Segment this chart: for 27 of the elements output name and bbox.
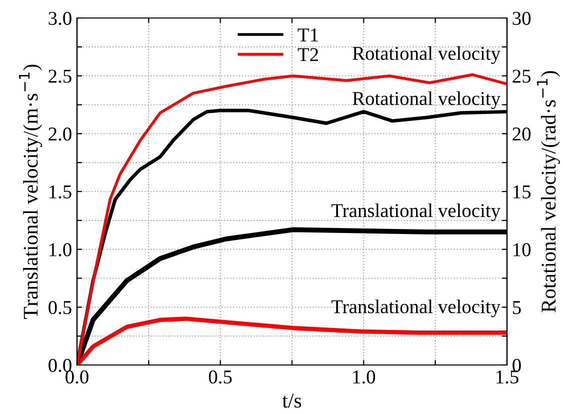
y-tick-label: 1.0 bbox=[50, 243, 72, 256]
y-tick-label: 2.5 bbox=[48, 70, 72, 83]
x-tick-label: 1.0 bbox=[353, 370, 376, 384]
x-axis-title: t/s bbox=[282, 394, 302, 408]
annotation: Translational velocity bbox=[332, 300, 500, 318]
y2-tick-label: 20 bbox=[512, 127, 531, 141]
y2-tick-label: 30 bbox=[512, 12, 531, 25]
y2-axis-title: Rotational velocity/(rad·s$^{−1}$) bbox=[536, 71, 560, 312]
x-tick-label: 0.0 bbox=[66, 370, 88, 384]
annotation: Rotational velocity bbox=[352, 46, 500, 64]
legend-label: T1 bbox=[298, 28, 318, 42]
annotation: Rotational velocity bbox=[352, 91, 500, 110]
annotation: Translational velocity bbox=[332, 203, 500, 222]
x-tick-label: 1.5 bbox=[496, 370, 518, 384]
x-tick-label: 0.5 bbox=[208, 370, 232, 384]
y-tick-label: 0.0 bbox=[48, 358, 72, 372]
y-tick-label: 3.0 bbox=[48, 12, 72, 26]
y-tick-label: 0.5 bbox=[48, 300, 72, 314]
y2-tick-label: 10 bbox=[514, 243, 531, 256]
legend-label: T2 bbox=[298, 48, 318, 62]
y2-tick-label: 15 bbox=[514, 185, 531, 198]
y-tick-label: 1.5 bbox=[50, 185, 72, 199]
y2-tick-label: 25 bbox=[512, 70, 531, 83]
y2-tick-label: 5 bbox=[512, 301, 521, 314]
y-axis-title: Translational velocity/(m·s$^{−1}$) bbox=[18, 64, 42, 319]
y2-tick-label: 0 bbox=[512, 358, 521, 372]
y-tick-label: 2.0 bbox=[48, 127, 72, 141]
